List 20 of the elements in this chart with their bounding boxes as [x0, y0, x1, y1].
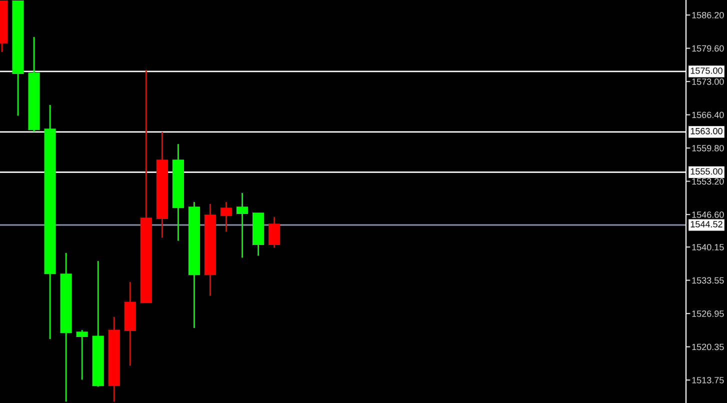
candlestick — [76, 329, 88, 380]
candlestick — [268, 216, 280, 248]
ref-line-label: 1555.00 — [690, 168, 722, 175]
y-tick-label: 1526.95 — [692, 310, 724, 317]
y-tick-label: 1553.20 — [692, 178, 724, 185]
y-tick-label: 1513.75 — [692, 376, 724, 384]
y-tick-label: 1566.40 — [692, 112, 724, 118]
ref-line-label: 1544.52 — [690, 221, 722, 228]
candlestick — [236, 192, 248, 258]
candlestick — [220, 201, 232, 232]
y-tick-label: 1546.60 — [692, 211, 724, 218]
y-tick-label: 1586.20 — [692, 12, 724, 18]
y-tick-label: 1533.55 — [692, 277, 724, 284]
y-tick-label: 1559.80 — [692, 144, 724, 152]
ref-line-label: 1575.00 — [690, 67, 722, 74]
y-tick-label: 1520.35 — [692, 344, 724, 350]
y-tick-label: 1579.60 — [692, 45, 724, 52]
ref-line-label: 1563.00 — [690, 128, 722, 134]
y-tick-label: 1573.00 — [692, 78, 724, 85]
y-tick-label: 1540.15 — [692, 244, 724, 250]
